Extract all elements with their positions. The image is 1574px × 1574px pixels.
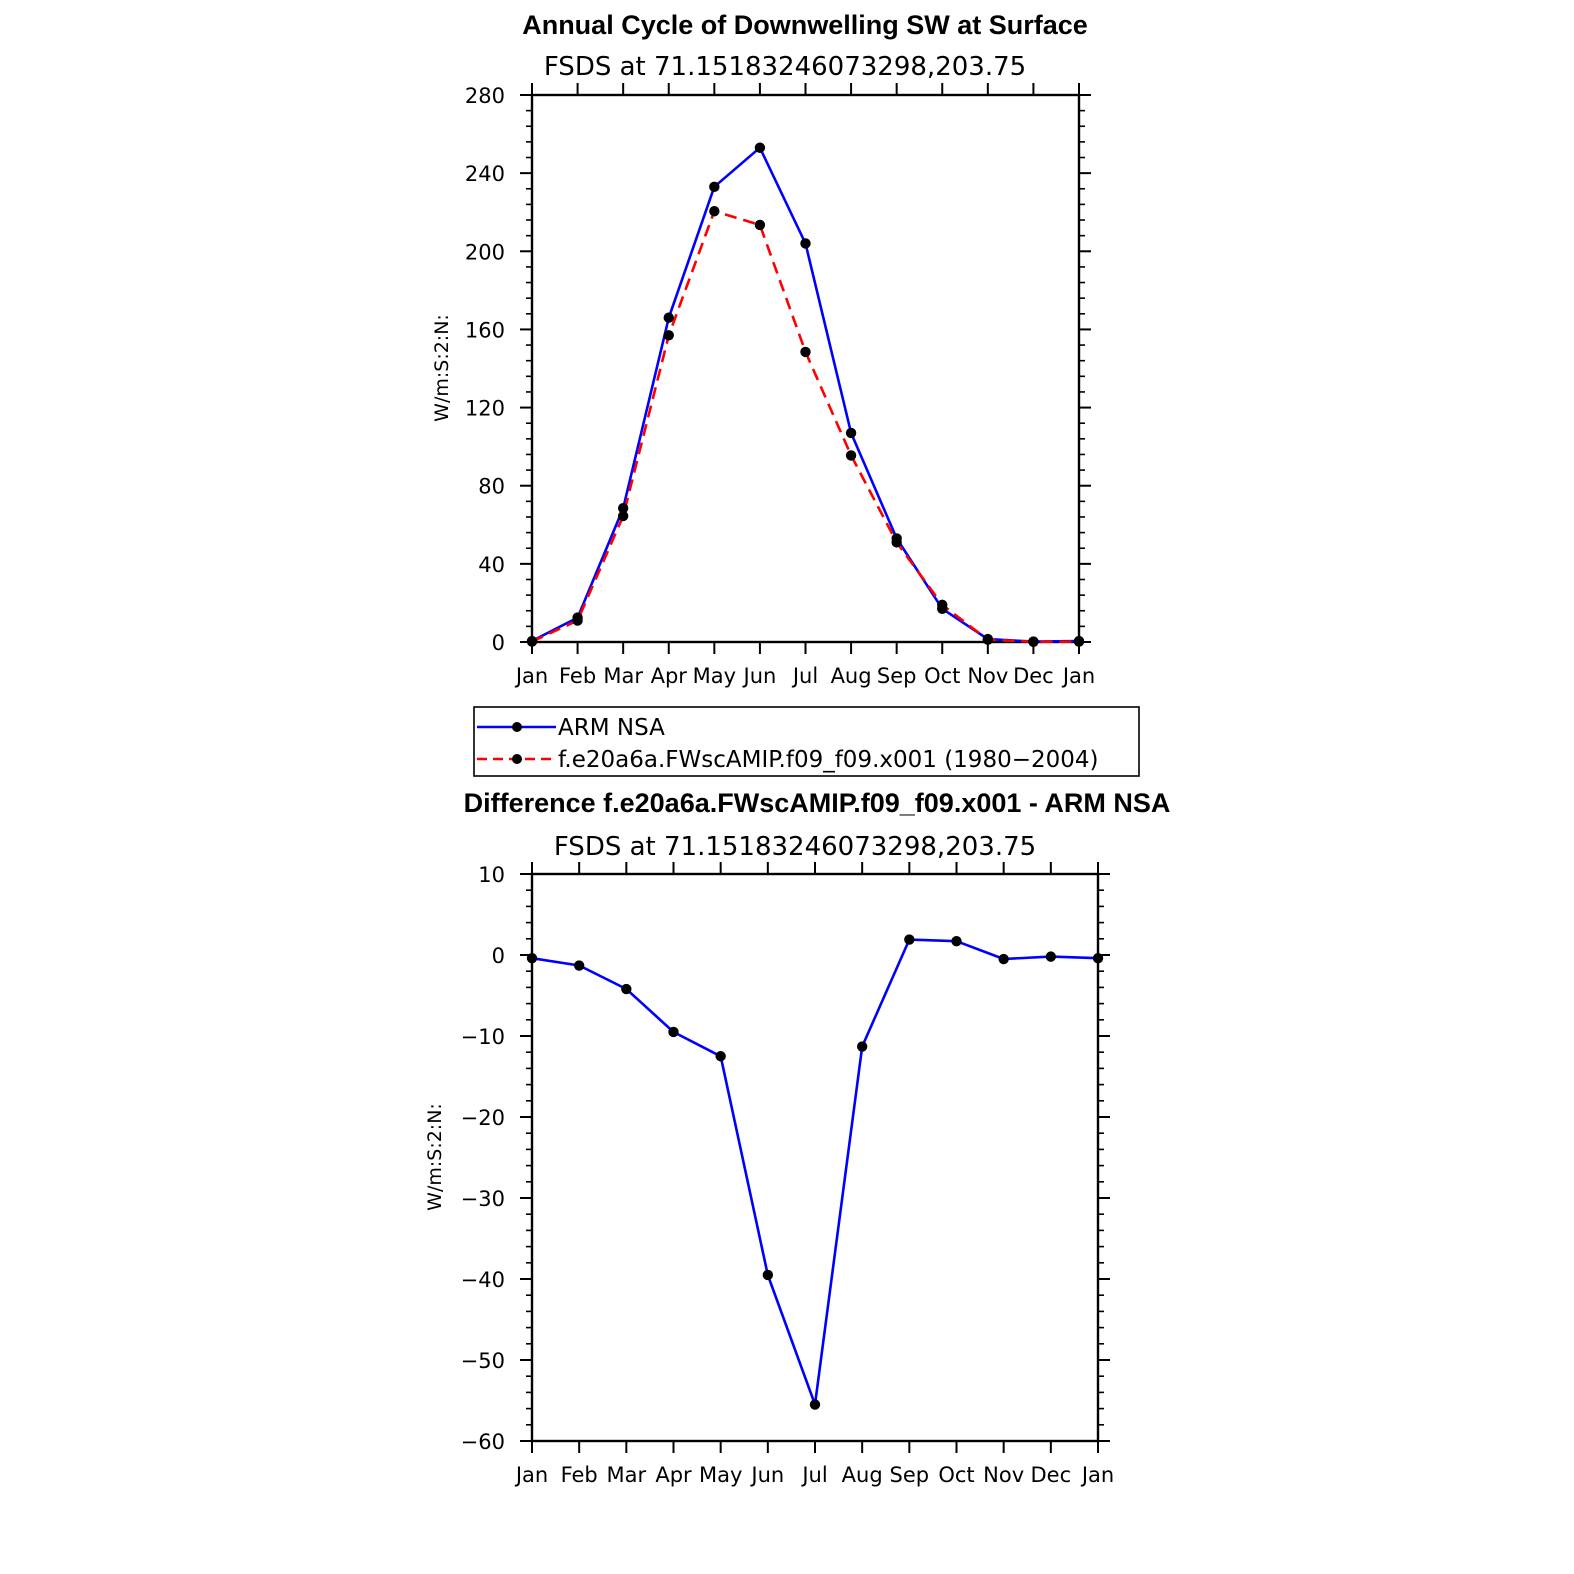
x-tick-label: Sep (877, 664, 917, 688)
x-tick-label: Nov (967, 664, 1008, 688)
y-axis-label: W/m:S:2:N: (424, 1103, 446, 1211)
x-tick-label: Feb (559, 664, 596, 688)
series-0-point (1045, 951, 1057, 962)
x-tick-label: Jun (749, 1463, 784, 1487)
x-tick-label: May (693, 664, 736, 688)
y-tick-label: −40 (461, 1268, 505, 1292)
series-1-point (845, 450, 857, 461)
difference-chart: Difference f.e20a6a.FWscAMIP.f09_f09.x00… (424, 788, 1170, 1487)
x-tick-label: Apr (651, 664, 688, 688)
y-tick-label: 40 (478, 553, 505, 577)
chart-title: Annual Cycle of Downwelling SW at Surfac… (522, 10, 1088, 40)
y-tick-label: 240 (465, 162, 505, 186)
legend-marker-arm-nsa (512, 722, 522, 732)
series-0-point (762, 1269, 774, 1281)
y-tick-label: 0 (492, 631, 505, 655)
x-tick-label: Dec (1013, 664, 1054, 688)
y-tick-label: −20 (461, 1106, 505, 1130)
series-0-point (715, 1051, 726, 1062)
series-0-point (663, 312, 674, 323)
y-tick-label: 280 (465, 84, 505, 108)
series-1-point (709, 206, 720, 217)
annual-cycle-chart: Annual Cycle of Downwelling SW at Surfac… (431, 10, 1095, 688)
x-tick-label: Nov (983, 1463, 1024, 1487)
series-1-point (1028, 636, 1039, 648)
x-tick-label: Oct (924, 664, 960, 688)
chart-subtitle: FSDS at 71.15183246073298,203.75 (544, 52, 1026, 82)
y-tick-label: 160 (465, 318, 505, 342)
x-tick-label: Jan (514, 1463, 548, 1487)
x-tick-label: Mar (607, 1463, 647, 1487)
series-0-point (668, 1026, 679, 1038)
x-tick-label: Aug (842, 1463, 883, 1487)
y-tick-label: −30 (461, 1187, 505, 1211)
y-tick-label: 80 (478, 475, 505, 499)
series-0-point (951, 936, 962, 947)
series-0-point (904, 934, 915, 945)
y-tick-label: 0 (492, 944, 505, 968)
y-tick-label: −50 (461, 1349, 505, 1373)
legend-marker-model (512, 754, 522, 764)
y-tick-label: −10 (461, 1025, 505, 1049)
series-0-point (573, 960, 585, 971)
series-1-point (617, 510, 629, 522)
series-0-point (709, 181, 720, 193)
y-axis-label: W/m:S:2:N: (431, 314, 453, 422)
legend-box (473, 706, 1140, 777)
y-tick-label: −60 (461, 1430, 505, 1454)
series-0-point (754, 142, 766, 153)
x-tick-label: Jun (742, 664, 777, 688)
series-0-point (845, 427, 857, 439)
x-tick-label: Dec (1031, 1463, 1072, 1487)
x-tick-label: Jan (1061, 664, 1095, 688)
series-1-point (754, 219, 766, 231)
x-tick-label: May (699, 1463, 742, 1487)
series-0-point (617, 502, 629, 514)
x-tick-label: Mar (603, 664, 643, 688)
plot-area: Jan Feb Mar Apr May Jun Jul Aug Sep Oct Nov Dec Jan−… (461, 862, 1114, 1487)
series-0-point (998, 953, 1009, 965)
x-tick-label: Sep (890, 1463, 930, 1487)
x-tick-label: Jul (791, 664, 818, 688)
y-tick-label: 200 (465, 240, 505, 264)
legend-entry-arm-nsa: ARM NSA (558, 715, 665, 741)
x-tick-label: Oct (938, 1463, 974, 1487)
series-0-point (1092, 953, 1104, 964)
series-1-point (572, 615, 583, 626)
series-1-point (891, 537, 902, 548)
x-tick-label: Apr (655, 1463, 692, 1487)
series-1-point (663, 330, 674, 341)
series-0-point (809, 1399, 821, 1410)
x-tick-label: Aug (831, 664, 872, 688)
plot-area: Jan Feb Mar Apr May Jun Jul Aug Sep Oct Nov Dec Jan 0… (465, 83, 1095, 688)
series-1-point (800, 346, 811, 358)
x-tick-label: Feb (561, 1463, 598, 1487)
chart-title: Difference f.e20a6a.FWscAMIP.f09_f09.x00… (464, 788, 1171, 818)
y-tick-label: 10 (478, 863, 505, 887)
legend: ARM NSA f.e20a6a.FWscAMIP.f09_f09.x001 (… (473, 706, 1140, 777)
series-0-point (526, 953, 538, 964)
chart-subtitle: FSDS at 71.15183246073298,203.75 (554, 832, 1036, 862)
legend-entry-model: f.e20a6a.FWscAMIP.f09_f09.x001 (1980−200… (558, 747, 1099, 773)
series-1-point (982, 634, 994, 645)
series-0-point (621, 983, 632, 995)
x-tick-label: Jan (1080, 1463, 1114, 1487)
series-1-point (526, 636, 538, 647)
x-tick-label: Jan (514, 664, 548, 688)
y-tick-label: 120 (465, 397, 505, 421)
series-1-point (937, 599, 948, 611)
series-1-point (1073, 636, 1085, 647)
series-0-point (800, 238, 811, 249)
series-0-point (856, 1041, 868, 1052)
x-tick-label: Jul (800, 1463, 827, 1487)
